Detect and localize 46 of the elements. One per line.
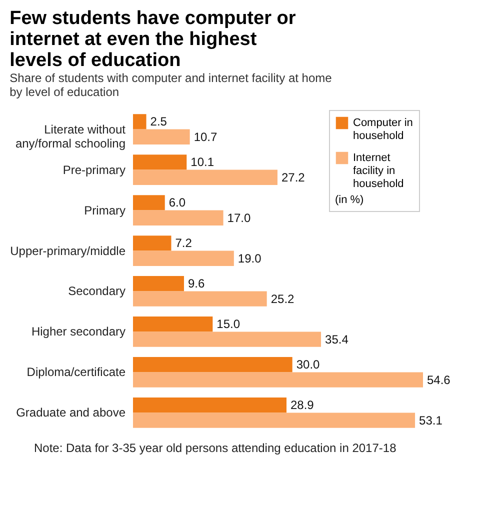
data-label: 2.5 [150,114,168,129]
bar [133,154,187,170]
bar [133,210,224,226]
data-label: 19.0 [238,251,262,266]
data-label: 6.0 [168,196,186,210]
bar [133,236,172,251]
data-label: 25.2 [270,292,295,306]
y-tick-label: Pre-primary [62,162,126,177]
data-label: 15.0 [216,317,240,332]
bar [133,170,278,185]
bar [133,114,146,130]
bar [133,291,267,306]
bar [133,250,234,266]
data-label: 30.0 [296,358,320,372]
text: Note: Data for 3-35 year old persons attending education in 2017-18 [34,441,398,455]
y-tick-label: Graduate and above [16,406,126,420]
y-tick-label: Literate without any/formal schooling [15,122,126,150]
bar [133,398,286,413]
bar [133,195,165,210]
data-label: 7.2 [175,236,192,250]
data-label: 17.0 [227,210,251,225]
bar [133,129,190,144]
data-label: 28.9 [290,398,314,412]
legend-label: Internet facility in household [353,152,404,190]
bar [133,357,292,372]
data-label: 10.1 [190,155,214,170]
y-tick-label: Higher secondary [31,324,126,339]
data-label: 10.7 [194,130,218,144]
bar [133,332,322,347]
bar [133,316,213,332]
y-tick-label: Diploma/certificate [26,365,126,380]
data-label: 53.1 [419,413,443,428]
y-tick-label: Secondary [68,284,126,298]
bar [133,372,423,388]
chart-subtitle: Share of students with computer and internet facility at home by level of education [10,71,332,99]
data-label: 27.2 [281,170,306,184]
data-label: 35.4 [325,332,349,346]
data-label: 9.6 [188,276,205,291]
y-tick-label: Upper-primary/middle [10,244,126,258]
bar [133,412,416,428]
chart-title: Few students have computer or internet at even the highest levels of education [10,8,296,71]
legend-title: (in %) [335,194,364,206]
y-tick-label: Primary [84,203,126,218]
bar [133,276,184,292]
data-label: 54.6 [427,372,451,387]
legend-label: Computer in household [353,117,413,142]
